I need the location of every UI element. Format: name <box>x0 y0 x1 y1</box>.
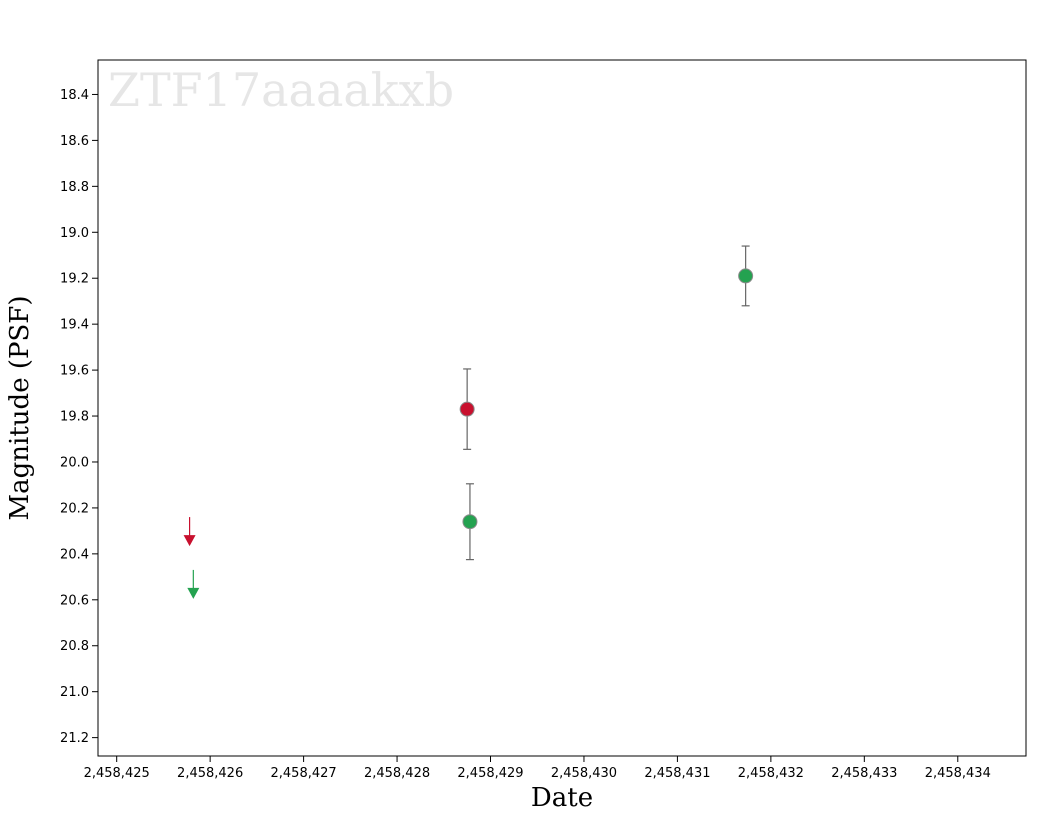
y-tick-label: 19.2 <box>60 272 89 287</box>
y-tick-label: 19.6 <box>60 364 89 379</box>
data-point <box>738 268 754 284</box>
y-tick-label: 20.8 <box>60 639 89 654</box>
x-tick-label: 2,458,432 <box>738 766 804 781</box>
y-tick-label: 20.2 <box>60 501 89 516</box>
y-tick-label: 18.4 <box>60 88 89 103</box>
y-tick-label: 19.0 <box>60 226 89 241</box>
x-axis-title: Date <box>531 783 593 813</box>
y-tick-label: 18.8 <box>60 180 89 195</box>
data-marks <box>183 245 754 599</box>
x-tick-label: 2,458,433 <box>831 766 897 781</box>
upper-limit-arrow <box>183 535 196 547</box>
x-tick-label: 2,458,431 <box>644 766 710 781</box>
x-tick-label: 2,458,426 <box>177 766 243 781</box>
x-tick-label: 2,458,427 <box>271 766 337 781</box>
x-tick-label: 2,458,429 <box>457 766 523 781</box>
y-tick-label: 21.2 <box>60 731 89 746</box>
upper-limit-arrow <box>187 587 200 599</box>
data-point <box>459 401 475 417</box>
x-tick-label: 2,458,425 <box>84 766 150 781</box>
data-point <box>462 514 478 530</box>
y-tick-label: 18.6 <box>60 134 89 149</box>
y-tick-label: 21.0 <box>60 685 89 700</box>
x-tick-label: 2,458,430 <box>551 766 617 781</box>
object-id-watermark: ZTF17aaaakxb <box>108 63 454 117</box>
x-tick-label: 2,458,428 <box>364 766 430 781</box>
y-tick-label: 20.0 <box>60 455 89 470</box>
x-axis: 2,458,425 2,458,426 2,458,427 2,458,428 2,45… <box>84 756 991 781</box>
y-axis-title: Magnitude (PSF) <box>5 296 35 521</box>
x-tick-label: 2,458,434 <box>925 766 991 781</box>
y-tick-label: 20.6 <box>60 593 89 608</box>
y-tick-label: 19.8 <box>60 410 89 425</box>
y-axis: 18.4 18.6 18.8 19.0 19.2 19.4 19.6 19.8 20.0 20.2… <box>60 88 98 746</box>
plot-area-frame <box>97 59 1027 757</box>
y-tick-label: 20.4 <box>60 547 89 562</box>
y-tick-label: 19.4 <box>60 318 89 333</box>
